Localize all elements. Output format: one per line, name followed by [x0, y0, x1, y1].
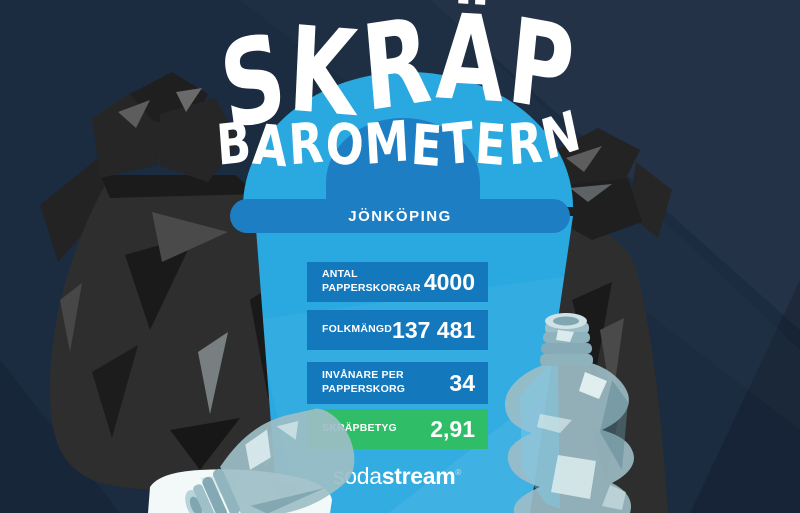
title-line-barometern: BAROMETERN — [214, 98, 587, 181]
registered-mark: ® — [455, 468, 461, 478]
stat-label: SKRÄPBETYG — [322, 422, 397, 435]
page-title: SKRÄP BAROMETERN — [0, 0, 800, 181]
stat-row-papperskorgar: ANTAL PAPPERSKORGAR 4000 — [307, 262, 488, 302]
stat-value: 4000 — [423, 268, 475, 295]
city-banner: JÖNKÖPING — [230, 199, 570, 233]
stat-value: 34 — [449, 369, 475, 396]
stat-label: FOLKMÄNGD — [322, 323, 393, 336]
stat-label: INVÅNARE PER PAPPERSKORG — [322, 369, 406, 395]
sodastream-logo: sodastream® — [247, 463, 547, 490]
bg-dark-band — [690, 280, 800, 513]
stat-value: 2,91 — [430, 415, 475, 442]
stat-label: ANTAL PAPPERSKORGAR — [322, 268, 421, 294]
stat-value: 137 481 — [392, 316, 476, 343]
stat-row-invanare: INVÅNARE PER PAPPERSKORG 34 — [307, 362, 488, 404]
city-name: JÖNKÖPING — [348, 207, 452, 225]
stats-panel: ANTAL PAPPERSKORGAR 4000 FOLKMÄNGD 137 4… — [307, 262, 488, 452]
stat-row-skrapbetyg: SKRÄPBETYG 2,91 — [307, 409, 488, 449]
logo-text-light: soda — [333, 463, 382, 489]
logo-text-bold: stream — [381, 463, 456, 489]
stat-row-folkmangd: FOLKMÄNGD 137 481 — [307, 310, 488, 350]
